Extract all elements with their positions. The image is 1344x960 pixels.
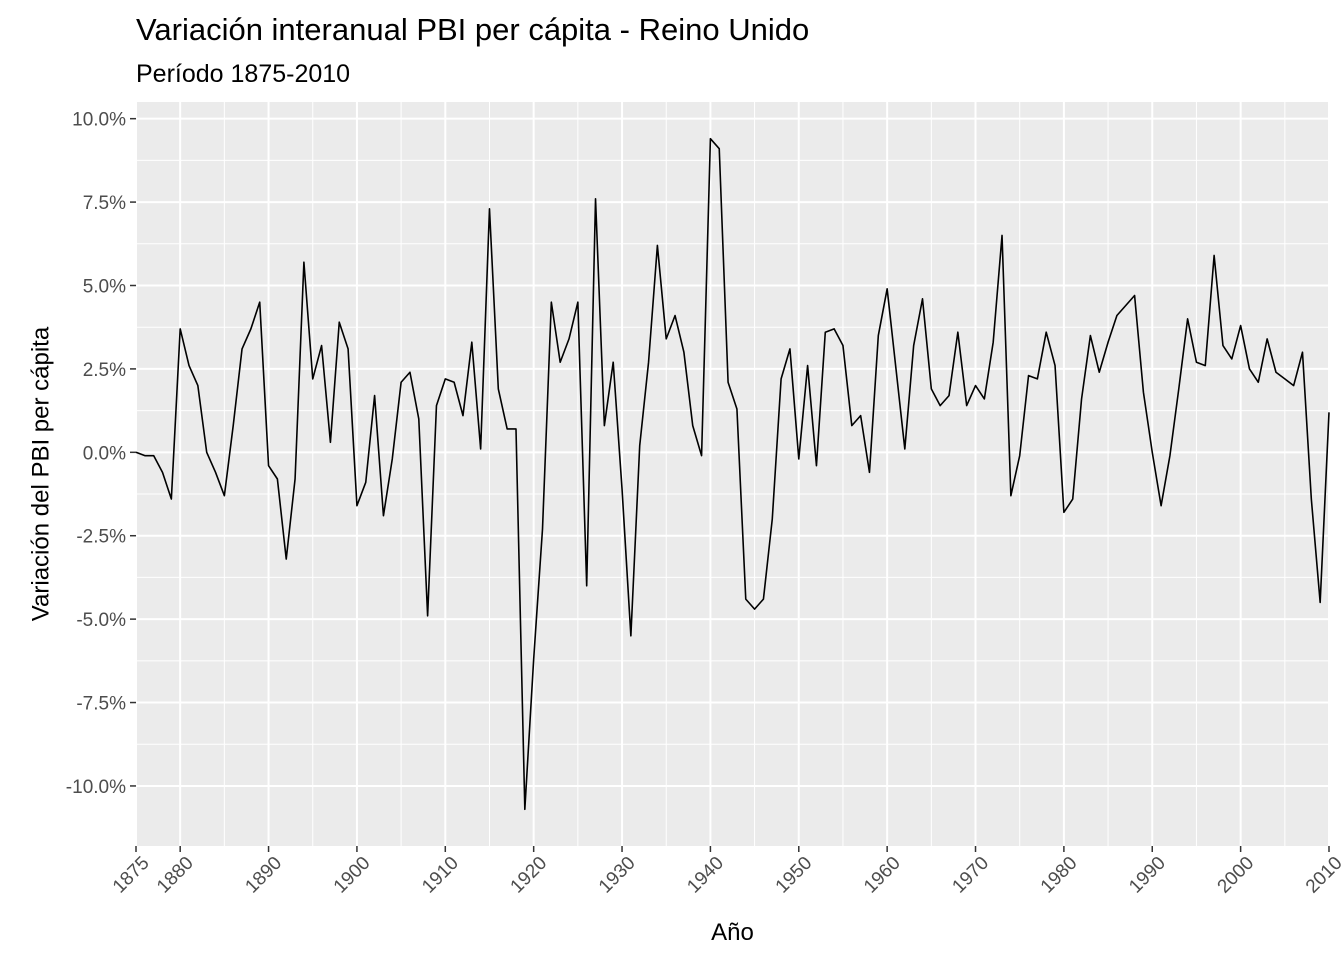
x-tick-label: 1990 [1125,853,1170,898]
y-tick-label: -10.0% [66,777,126,798]
x-tick-label: 1960 [860,853,905,898]
x-tick-label: 1880 [153,853,198,898]
major-gridlines-x [135,102,1330,846]
chart-title: Variación interanual PBI per cápita - Re… [136,12,810,47]
x-axis-title: Año [711,919,754,946]
x-tick-label: 2010 [1302,853,1344,898]
x-axis: 1875 1880 1890 1900 1910 1920 1930 1940 1950 1960… [109,846,1344,897]
x-tick-label: 1970 [948,853,993,898]
major-gridlines-y [136,117,1329,787]
y-tick-label: 10.0% [72,110,126,131]
y-tick-label: -7.5% [76,694,126,715]
series-line [135,137,1330,811]
series-layer [135,137,1330,811]
x-tick-label: 1875 [109,853,154,898]
x-tick-label: 2000 [1214,853,1259,898]
y-tick-label: 2.5% [83,360,126,381]
minor-gridlines-y [136,159,1329,745]
y-axis: 10.0% 7.5% 5.0% 2.5% 0.0% -2.5% -5.0% -7.5% -10.… [66,110,136,798]
y-tick-label: -2.5% [76,527,126,548]
y-tick-label: 0.0% [83,443,126,464]
x-tick-label: 1940 [683,853,728,898]
y-tick-label: 7.5% [83,193,126,214]
x-tick-label: 1910 [418,853,463,898]
y-tick-label: 5.0% [83,276,126,297]
plot-panel [136,102,1329,846]
x-tick-label: 1980 [1037,853,1082,898]
x-tick-label: 1930 [595,853,640,898]
x-tick-label: 1890 [241,853,286,898]
x-tick-label: 1950 [772,853,817,898]
chart-subtitle: Período 1875-2010 [136,60,351,88]
minor-gridlines-x [223,102,1286,846]
x-tick-label: 1900 [330,853,375,898]
x-tick-label: 1920 [507,853,552,898]
y-axis-title: Variación del PBI per cápita [27,326,54,621]
y-tick-label: -5.0% [76,610,126,631]
